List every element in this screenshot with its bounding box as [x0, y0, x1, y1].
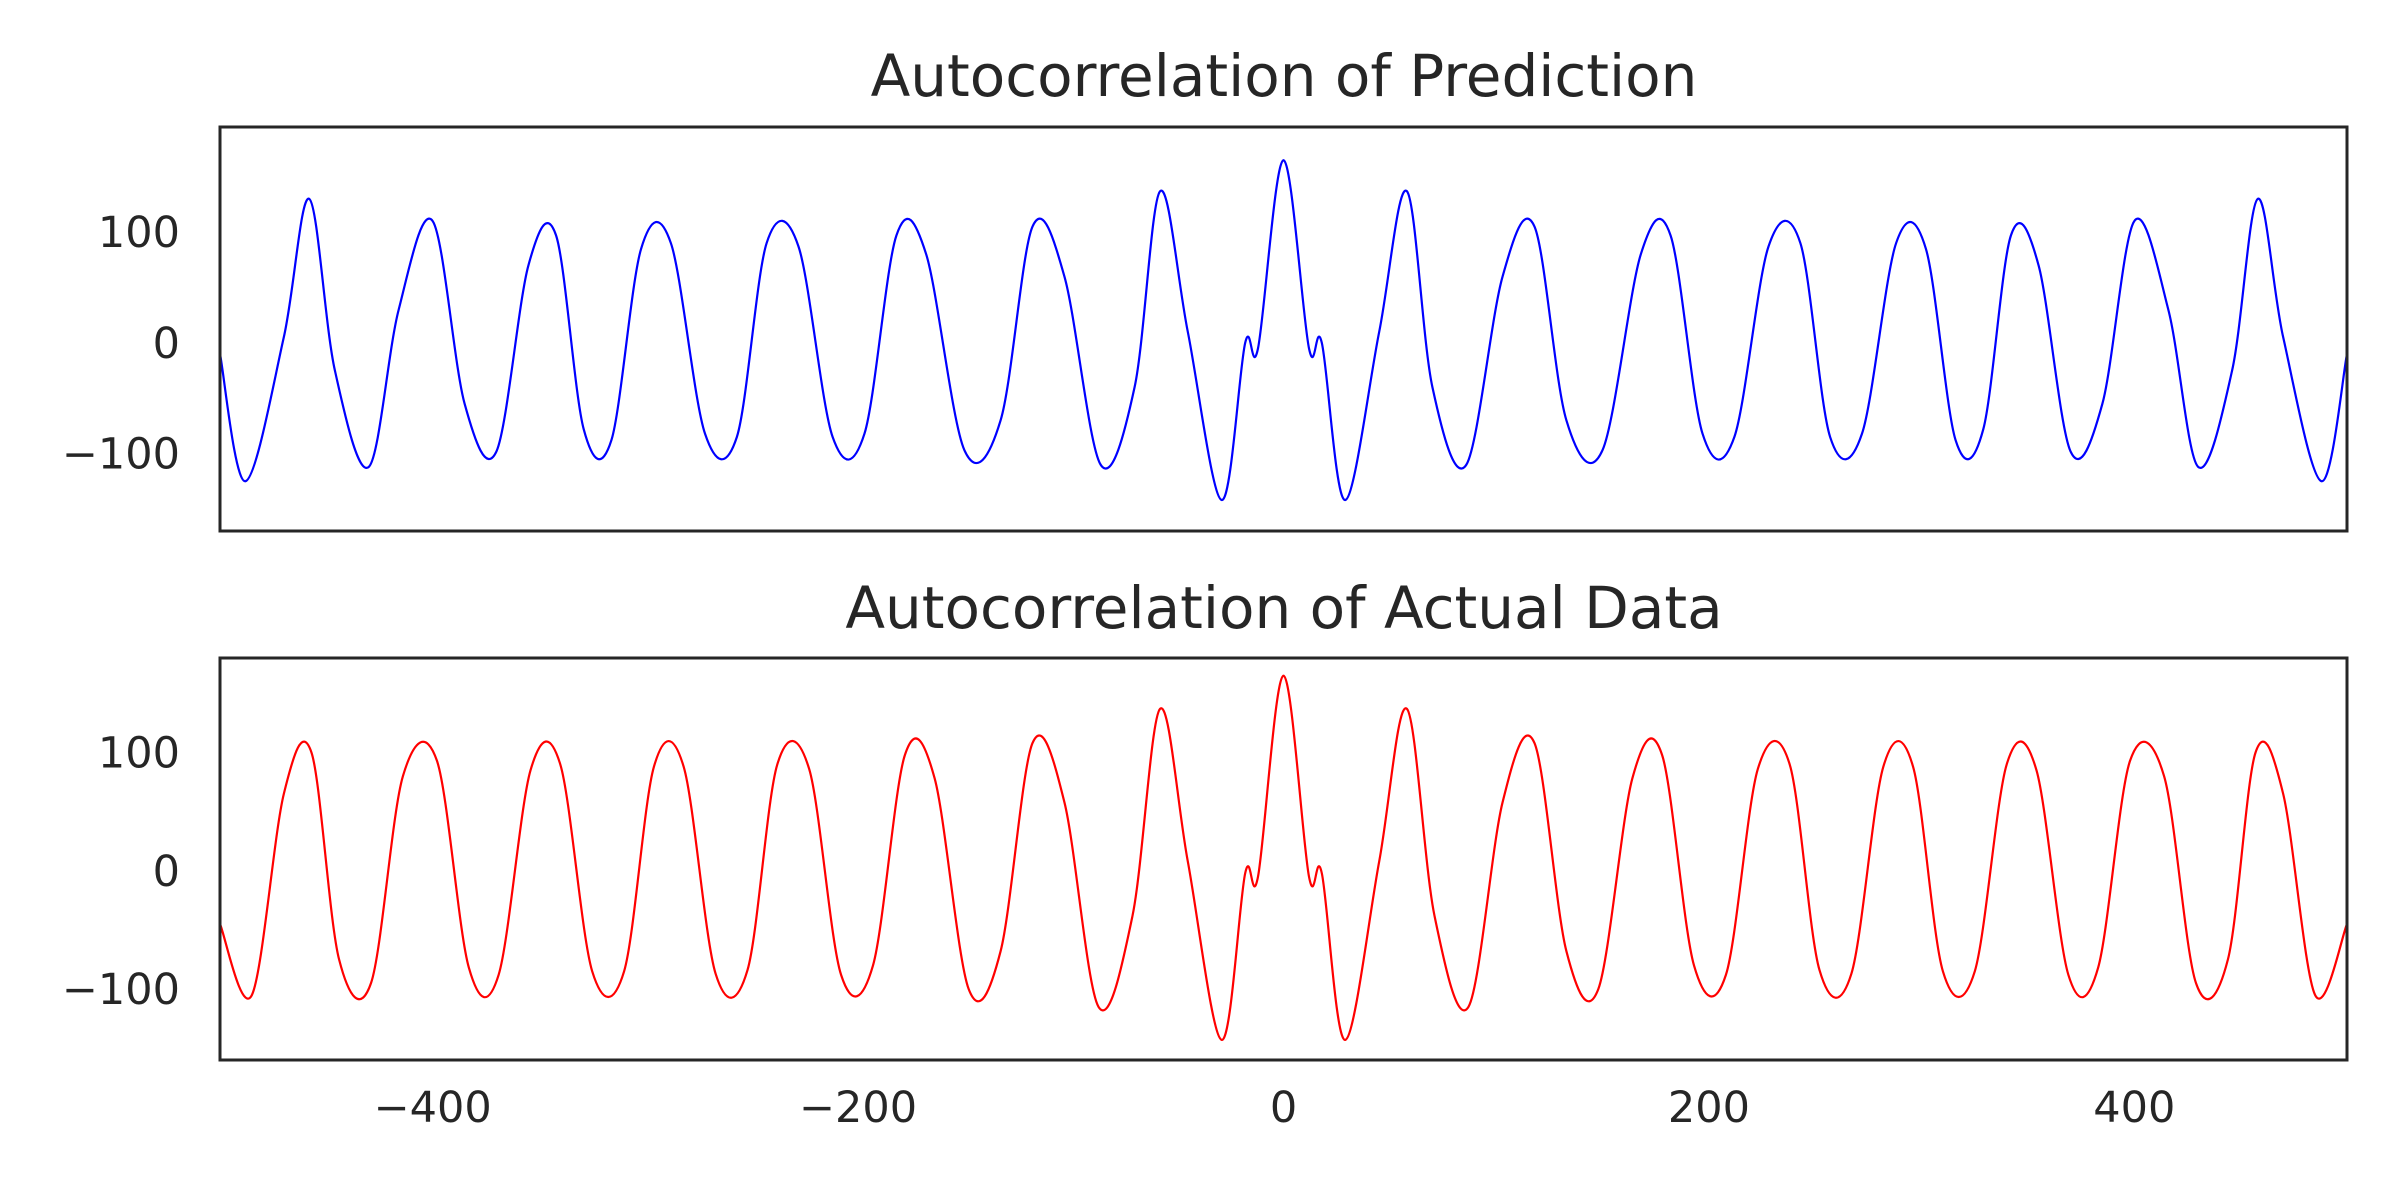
y-tick-label: 0	[153, 319, 180, 369]
actual-y-tick-labels: −100 0 100	[62, 729, 180, 1015]
prediction-plot-frame	[218, 125, 2349, 533]
prediction-series-line	[218, 159, 2349, 502]
actual-plot-frame	[218, 656, 2349, 1062]
x-tick-label: 0	[1270, 1083, 1297, 1133]
y-tick-label: −100	[62, 430, 180, 480]
y-tick-label: −100	[62, 965, 180, 1015]
x-tick-label: 200	[1668, 1083, 1750, 1133]
actual-chart-title: Autocorrelation of Actual Data	[845, 574, 1722, 642]
y-tick-label: 100	[98, 729, 180, 779]
prediction-chart-title: Autocorrelation of Prediction	[871, 42, 1698, 110]
x-tick-label: 400	[2093, 1083, 2175, 1133]
y-tick-label: 100	[98, 208, 180, 258]
y-tick-label: 0	[153, 847, 180, 897]
actual-x-tick-labels: −400 −200 0 200 400	[374, 1083, 2176, 1133]
actual-panel: Autocorrelation of Actual Data −1000100 …	[62, 574, 2349, 1133]
x-tick-label: −400	[374, 1083, 492, 1133]
prediction-y-tick-labels: −100 0 100	[62, 208, 180, 479]
actual-series-line	[218, 674, 2349, 1042]
x-tick-label: −200	[799, 1083, 917, 1133]
prediction-panel: Autocorrelation of Prediction −100 0 100	[62, 42, 2349, 533]
